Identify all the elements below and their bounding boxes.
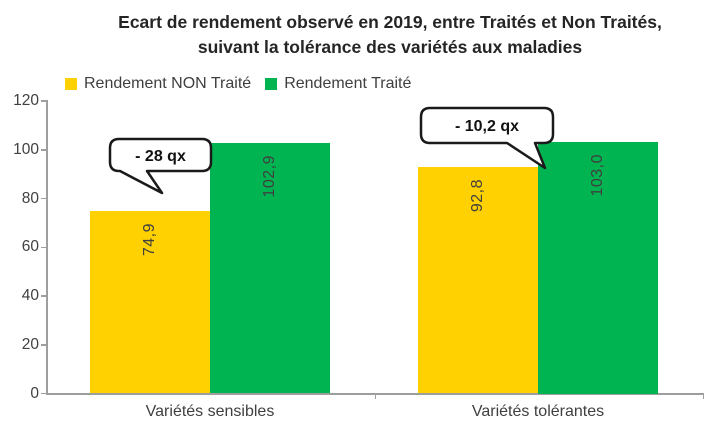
y-axis-tick: [41, 392, 47, 395]
callout-bubble-sensibles: [108, 137, 213, 195]
y-axis-tick-label: 0: [30, 384, 39, 402]
bar-non-traite-0: 74,9: [90, 210, 210, 394]
callout-text-sensibles: - 28 qx: [135, 148, 186, 165]
bar-non-traite-1: 92,8: [418, 167, 538, 394]
y-axis-tick-label: 100: [13, 140, 39, 158]
legend-swatch: [65, 78, 77, 90]
x-axis-category-label: Variétés tolérantes: [471, 403, 605, 420]
callout-text-tolerantes: - 10,2 qx: [455, 118, 519, 135]
x-axis-tick: [374, 393, 376, 399]
x-axis-tick: [702, 393, 704, 399]
y-axis-tick-label: 20: [21, 335, 39, 353]
callout-bubble-tolerantes: [419, 106, 555, 170]
bar-value-label: 92,8: [469, 179, 486, 213]
y-axis-tick-label: 120: [13, 92, 39, 109]
legend-label: Rendement Traité: [284, 75, 412, 92]
legend-item-traite: Rendement Traité: [265, 75, 411, 93]
y-axis-tick: [41, 344, 47, 346]
bar-traite-0: 102,9: [210, 142, 330, 394]
legend-label: Rendement NON Traité: [84, 75, 252, 92]
legend-item-non-traite: Rendement NON Traité: [65, 75, 251, 93]
bar-value-label: 103,0: [589, 154, 606, 197]
y-axis-tick: [41, 295, 47, 297]
bar-value-label: 102,9: [261, 154, 278, 198]
chart-title-line-2: suivant la tolérance des variétés aux ma…: [197, 37, 583, 57]
y-axis-tick-label: 60: [21, 238, 39, 256]
y-axis-tick: [41, 246, 47, 248]
bar-value-label: 74,9: [141, 222, 158, 257]
bar-traite-1: 103,0: [538, 142, 658, 394]
legend: Rendement NON Traité Rendement Traité: [65, 75, 411, 93]
y-axis-tick: [41, 149, 47, 151]
y-axis-tick-label: 40: [21, 287, 39, 304]
y-axis-tick-label: 80: [21, 189, 39, 207]
chart-title: Ecart de rendement observé en 2019, entr…: [55, 10, 720, 60]
chart-title-line-1: Ecart de rendement observé en 2019, entr…: [118, 12, 662, 32]
y-axis-tick: [41, 100, 47, 102]
y-axis-tick: [41, 197, 47, 200]
legend-swatch: [265, 78, 278, 90]
x-axis-category-label: Variétés sensibles: [145, 403, 275, 420]
